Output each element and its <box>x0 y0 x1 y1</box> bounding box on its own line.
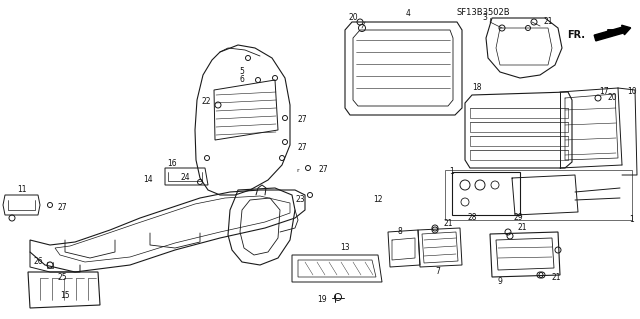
Text: 24: 24 <box>180 174 190 182</box>
Text: 27: 27 <box>57 203 67 211</box>
Text: r: r <box>297 167 300 173</box>
Text: 14: 14 <box>143 175 153 184</box>
Text: 13: 13 <box>340 242 350 251</box>
Text: 21: 21 <box>444 219 452 228</box>
Text: 27: 27 <box>318 166 328 174</box>
Text: 7: 7 <box>436 268 440 277</box>
Text: 6: 6 <box>239 76 244 85</box>
Text: 12: 12 <box>373 196 383 204</box>
Text: 27: 27 <box>297 115 307 124</box>
Text: 20: 20 <box>607 93 617 102</box>
FancyArrow shape <box>594 25 630 41</box>
Text: 8: 8 <box>397 227 403 236</box>
Text: 26: 26 <box>33 257 43 266</box>
Text: 25: 25 <box>57 273 67 283</box>
Text: 17: 17 <box>599 87 609 97</box>
Text: FR.: FR. <box>567 30 585 40</box>
Text: SF13B3502B: SF13B3502B <box>456 8 510 17</box>
Text: 5: 5 <box>239 68 244 77</box>
Text: 27: 27 <box>297 144 307 152</box>
Text: 9: 9 <box>497 278 502 286</box>
Text: 22: 22 <box>201 98 211 107</box>
Text: 4: 4 <box>406 10 410 19</box>
Text: 15: 15 <box>60 291 70 300</box>
Text: 23: 23 <box>295 196 305 204</box>
Text: 28: 28 <box>467 213 477 222</box>
Text: 1: 1 <box>630 216 634 225</box>
Text: 20: 20 <box>348 13 358 23</box>
Text: 10: 10 <box>627 87 637 97</box>
Text: 19: 19 <box>317 295 327 305</box>
Text: 21: 21 <box>543 18 553 26</box>
Text: 1: 1 <box>450 167 454 176</box>
Text: 21: 21 <box>551 273 561 283</box>
Text: 11: 11 <box>17 186 27 195</box>
Text: 29: 29 <box>513 213 523 222</box>
Text: 3: 3 <box>483 13 488 23</box>
Text: 16: 16 <box>167 159 177 167</box>
Text: 18: 18 <box>472 84 482 93</box>
Text: 21: 21 <box>517 224 527 233</box>
